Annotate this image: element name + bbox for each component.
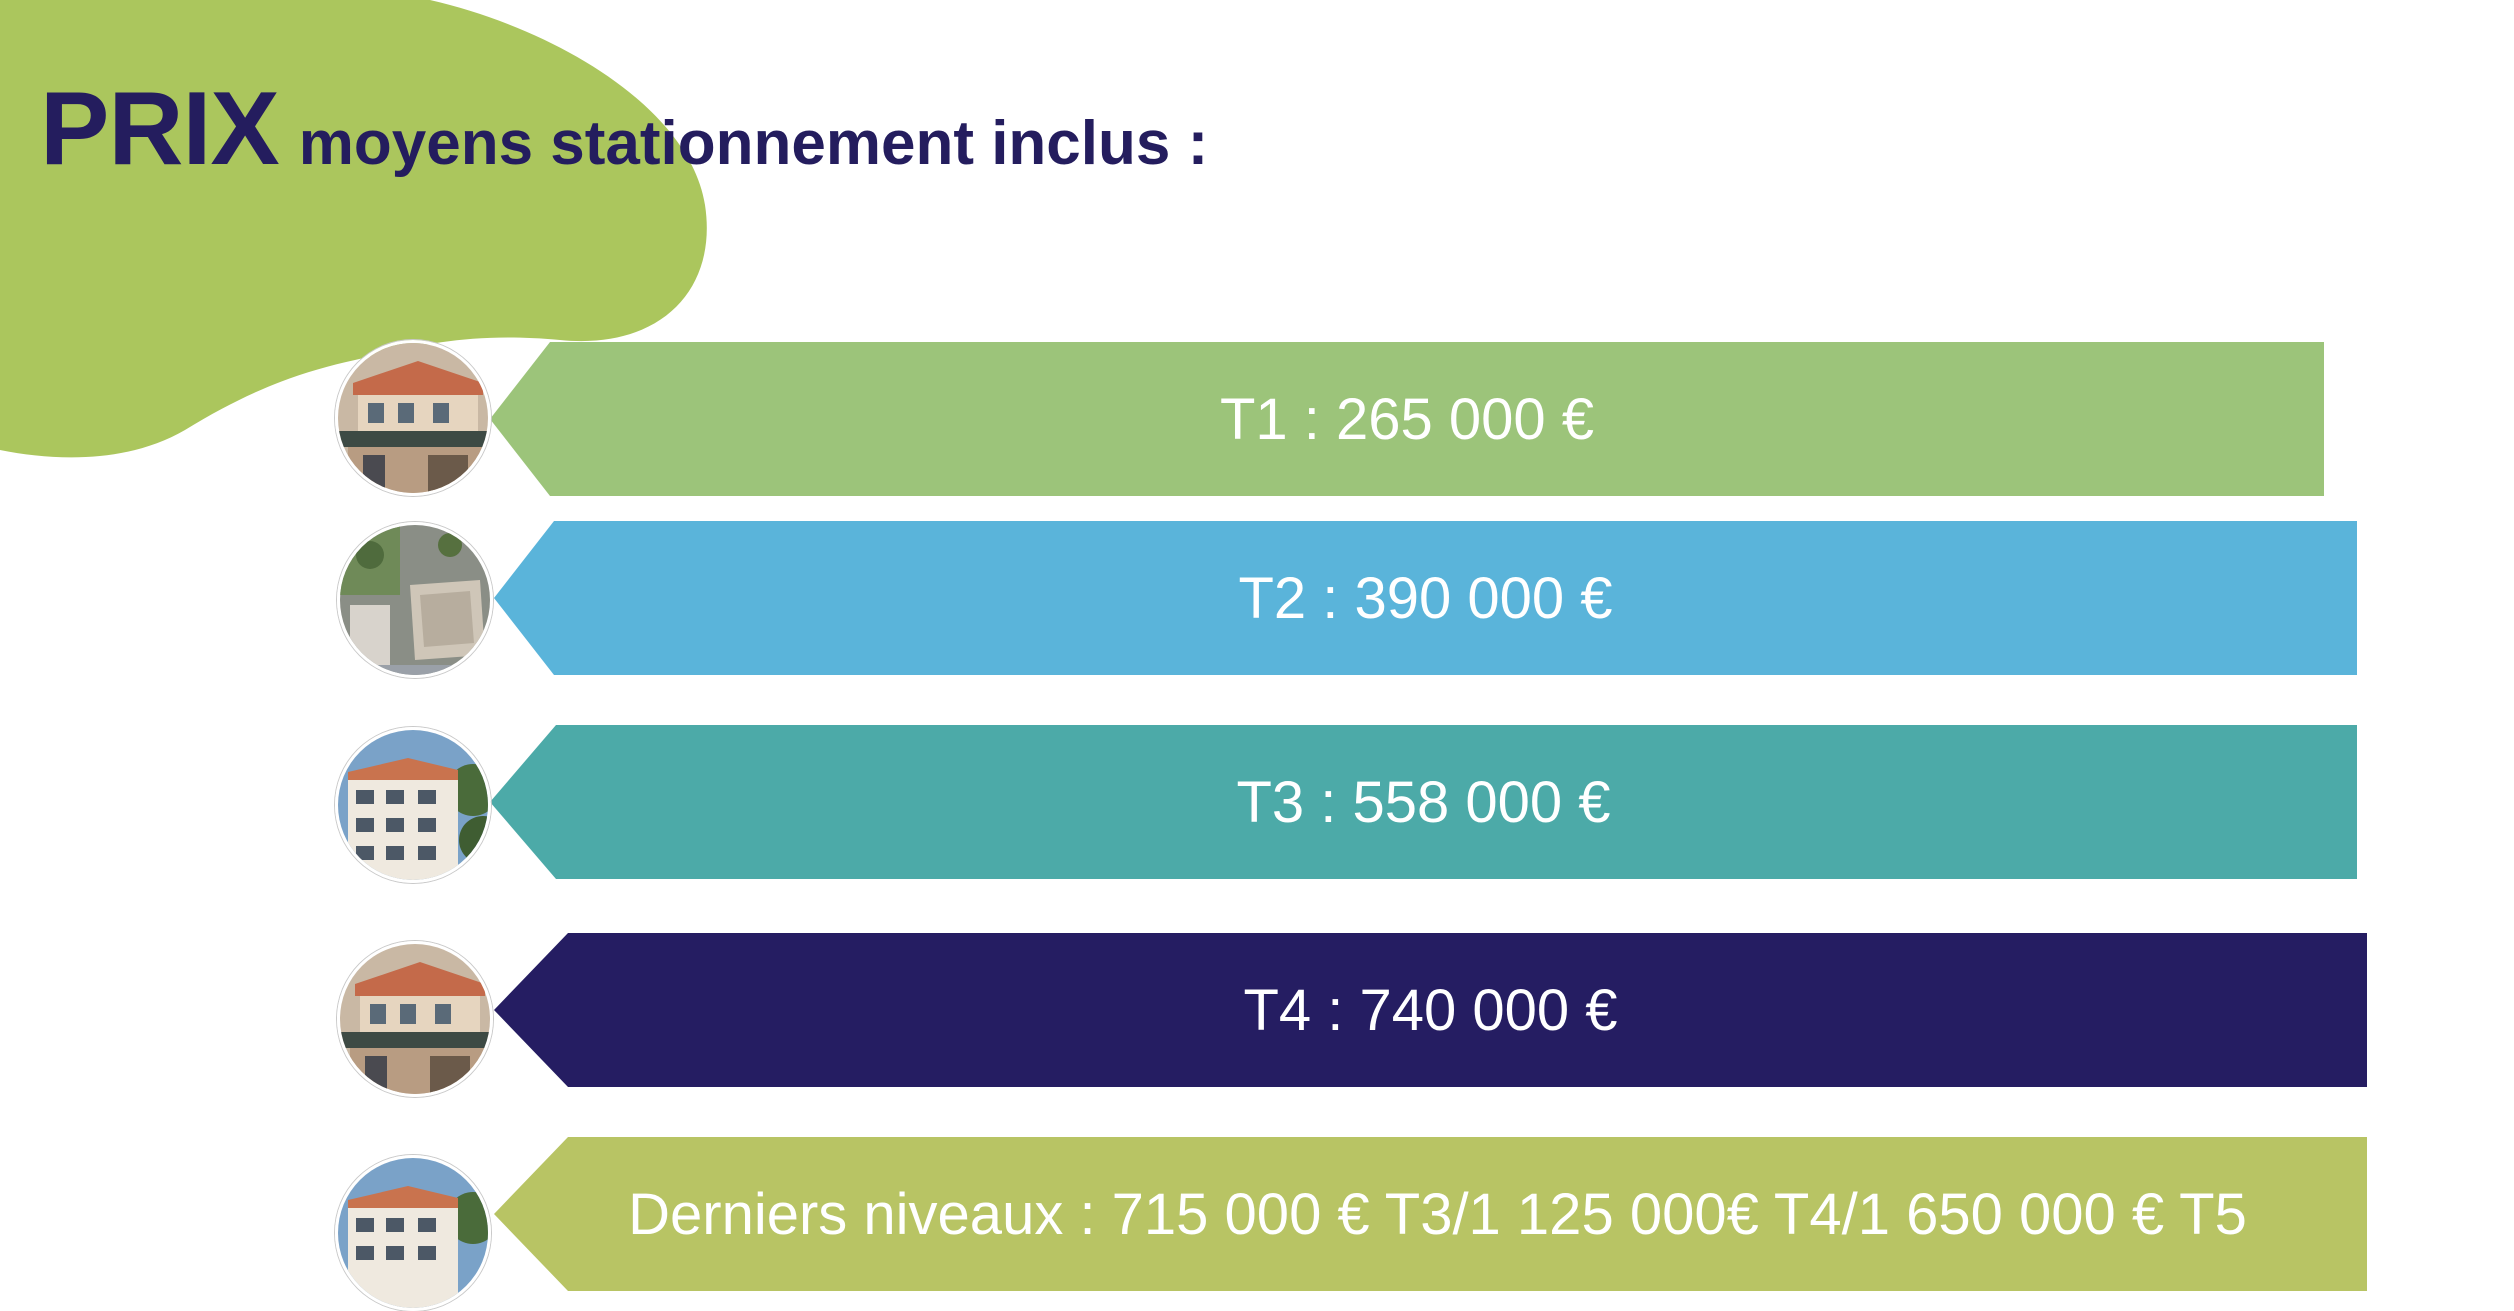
band-arrow-shape <box>490 725 2357 879</box>
price-label-t4: T4 : 740 000 € <box>1243 977 1618 1043</box>
price-label-t1: T1 : 265 000 € <box>1219 386 1595 452</box>
building-photo-thumbnail <box>335 1155 491 1311</box>
title-main: PRIX <box>40 71 280 187</box>
price-band-t1: T1 : 265 000 € <box>490 342 2324 496</box>
building-render-icon <box>338 343 488 493</box>
band-arrow-shape <box>494 933 2367 1087</box>
aerial-view-icon <box>340 525 490 675</box>
decorative-green-blob <box>0 0 707 458</box>
price-label-top-floors: Derniers niveaux : 715 000 € T3/1 125 00… <box>628 1181 2247 1247</box>
price-label-t2: T2 : 390 000 € <box>1238 565 1613 631</box>
price-label-t3: T3 : 558 000 € <box>1236 769 1611 835</box>
building-photo-thumbnail <box>335 340 491 496</box>
price-band-t2: T2 : 390 000 € <box>494 521 2357 675</box>
building-photo-thumbnail <box>337 941 493 1097</box>
page-title: PRIX moyens stationnement inclus : <box>40 70 1208 189</box>
price-band-t3: T3 : 558 000 € <box>490 725 2357 879</box>
price-band-top-floors: Derniers niveaux : 715 000 € T3/1 125 00… <box>494 1137 2367 1291</box>
band-arrow-shape <box>490 342 2324 496</box>
building-photo-thumbnail <box>335 727 491 883</box>
building-render-icon <box>338 730 488 880</box>
building-render-icon <box>340 944 490 1094</box>
building-render-icon <box>338 1158 488 1308</box>
band-arrow-shape <box>494 1137 2367 1291</box>
title-subtitle: moyens stationnement inclus : <box>298 109 1209 178</box>
aerial-photo-thumbnail <box>337 522 493 678</box>
price-band-t4: T4 : 740 000 € <box>494 933 2367 1087</box>
band-arrow-shape <box>494 521 2357 675</box>
